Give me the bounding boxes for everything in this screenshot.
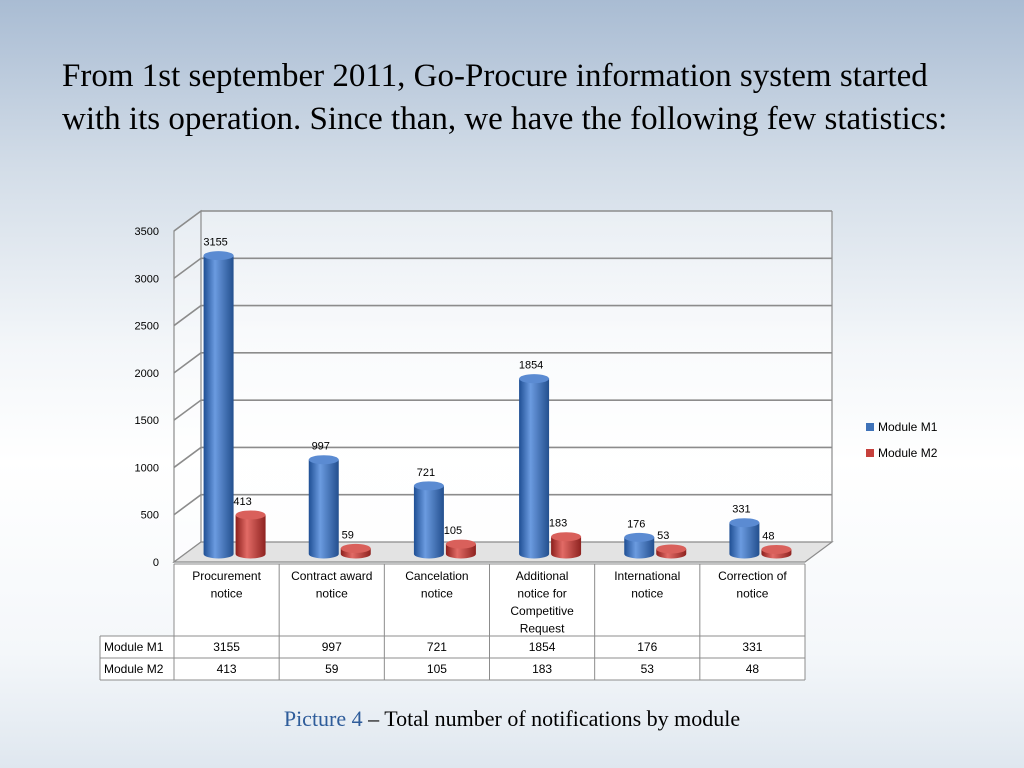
bar-module-m2 bbox=[551, 532, 582, 559]
side-wall bbox=[173, 209, 202, 564]
category-label: notice bbox=[211, 587, 243, 601]
legend-label: Module M2 bbox=[878, 446, 938, 460]
category-label: Contract award bbox=[291, 569, 372, 583]
category-label: Additional bbox=[516, 569, 569, 583]
bar-module-m2 bbox=[235, 510, 266, 559]
caption-label: Picture 4 bbox=[283, 706, 363, 731]
y-tick-label: 1500 bbox=[135, 415, 159, 427]
data-label-m2: 413 bbox=[233, 496, 251, 508]
back-wall bbox=[201, 211, 832, 542]
bar-module-m2 bbox=[340, 543, 371, 559]
bar-module-m2 bbox=[445, 539, 476, 559]
bar-module-m1 bbox=[624, 532, 655, 559]
y-tick-label: 1000 bbox=[135, 462, 159, 474]
y-tick-label: 0 bbox=[153, 557, 159, 569]
table-cell: 331 bbox=[742, 640, 762, 654]
category-label: Procurement bbox=[192, 569, 261, 583]
table-cell: 413 bbox=[217, 662, 237, 676]
category-label: notice bbox=[736, 587, 768, 601]
data-label-m2: 59 bbox=[342, 529, 354, 541]
figure-caption: Picture 4 – Total number of notification… bbox=[0, 706, 1024, 732]
data-label-m2: 105 bbox=[444, 525, 462, 537]
legend-swatch bbox=[866, 423, 874, 431]
bar-module-m1 bbox=[729, 518, 760, 559]
table-cell: 3155 bbox=[213, 640, 240, 654]
data-label-m1: 997 bbox=[312, 441, 330, 453]
legend-label: Module M1 bbox=[878, 420, 938, 434]
data-label-m1: 331 bbox=[732, 504, 750, 516]
table-cell: 176 bbox=[637, 640, 657, 654]
category-label: International bbox=[614, 569, 680, 583]
table-row-header: Module M2 bbox=[104, 662, 164, 676]
caption-text: Total number of notifications by module bbox=[384, 706, 741, 731]
gridline bbox=[173, 257, 832, 279]
caption-dash: – bbox=[362, 706, 385, 731]
bar-module-m1 bbox=[519, 374, 550, 559]
category-label: notice bbox=[421, 587, 453, 601]
gridline bbox=[173, 399, 832, 421]
category-label: Request bbox=[520, 622, 565, 636]
table-cell: 721 bbox=[427, 640, 447, 654]
category-label: Cancelation bbox=[405, 569, 468, 583]
category-label: Correction of bbox=[718, 569, 787, 583]
data-label-m2: 183 bbox=[549, 518, 567, 530]
table-cell: 105 bbox=[427, 662, 447, 676]
data-label-m2: 53 bbox=[657, 530, 669, 542]
table-cell: 59 bbox=[325, 662, 339, 676]
table-cell: 48 bbox=[746, 662, 760, 676]
y-tick-label: 3500 bbox=[135, 226, 159, 238]
gridline bbox=[173, 210, 832, 232]
table-cell: 183 bbox=[532, 662, 552, 676]
legend-swatch bbox=[866, 449, 874, 457]
gridline bbox=[173, 446, 832, 469]
gridline bbox=[173, 352, 832, 374]
y-tick-label: 500 bbox=[141, 510, 159, 522]
y-tick-label: 2500 bbox=[135, 321, 159, 333]
category-label: notice for bbox=[517, 587, 566, 601]
table-row-header: Module M1 bbox=[104, 640, 164, 654]
category-label: Competitive bbox=[510, 604, 574, 618]
data-table: Procurement notice Contract award notice Can… bbox=[99, 563, 806, 681]
data-label-m1: 3155 bbox=[203, 237, 227, 249]
data-label-m2: 48 bbox=[762, 530, 774, 542]
gridline bbox=[173, 493, 832, 516]
y-tick-label: 3000 bbox=[135, 273, 159, 285]
table-cell: 1854 bbox=[529, 640, 556, 654]
table-cell: 53 bbox=[641, 662, 655, 676]
bar-module-m2 bbox=[761, 544, 792, 559]
bar-module-m1 bbox=[413, 481, 444, 559]
data-label-m1: 721 bbox=[417, 467, 435, 479]
table-cell: 997 bbox=[322, 640, 342, 654]
category-label: notice bbox=[316, 587, 348, 601]
data-label-m1: 1854 bbox=[519, 360, 543, 372]
gridline bbox=[173, 304, 832, 327]
category-label: notice bbox=[631, 587, 663, 601]
y-tick-label: 2000 bbox=[135, 368, 159, 380]
bar-module-m2 bbox=[656, 544, 687, 559]
bar-module-m1 bbox=[203, 251, 234, 559]
data-label-m1: 176 bbox=[627, 518, 645, 530]
slide-title: From 1st september 2011, Go-Procure info… bbox=[62, 58, 948, 137]
bar-module-m1 bbox=[308, 455, 339, 559]
